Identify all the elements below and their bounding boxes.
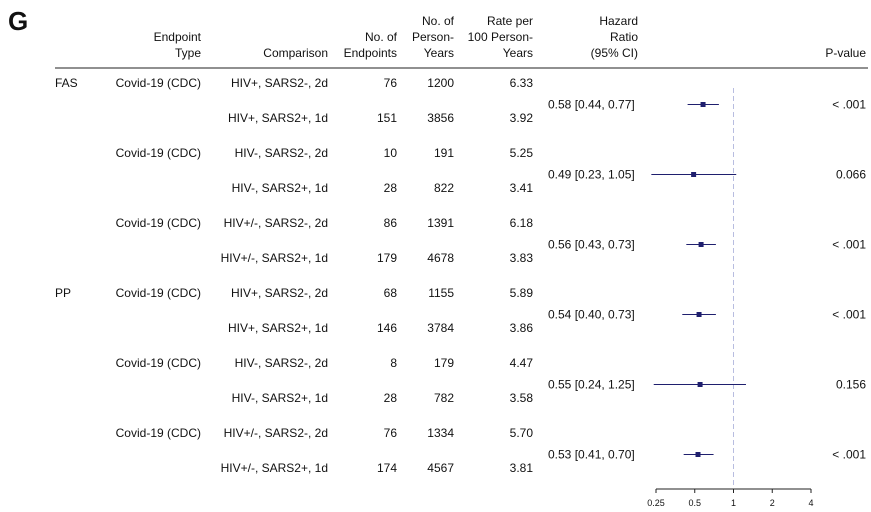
p-value-cell: 0.156 <box>836 378 866 392</box>
comparison-cell: HIV-, SARS2+, 1d <box>232 391 328 405</box>
rate-cell: 6.33 <box>510 76 534 90</box>
rate-cell: 3.86 <box>510 321 534 335</box>
endpoints-cell: 28 <box>384 181 398 195</box>
hazard-ratio-cell: 0.55 [0.24, 1.25] <box>548 378 635 392</box>
person-years-cell: 4567 <box>427 461 454 475</box>
comparison-cell: HIV-, SARS2-, 2d <box>235 356 328 370</box>
p-value-cell: 0.066 <box>836 168 866 182</box>
person-years-cell: 1334 <box>427 426 454 440</box>
header-comparison: Comparison <box>263 46 328 60</box>
comparison-cell: HIV-, SARS2-, 2d <box>235 146 328 160</box>
person-years-cell: 1391 <box>427 216 454 230</box>
header-endpoint-type: Endpoint <box>154 30 202 44</box>
rate-cell: 3.83 <box>510 251 534 265</box>
comparison-cell: HIV+, SARS2-, 2d <box>231 286 328 300</box>
comparison-cell: HIV+/-, SARS2-, 2d <box>224 216 328 230</box>
hazard-ratio-cell: 0.53 [0.41, 0.70] <box>548 448 635 462</box>
comparison-cell: HIV+, SARS2+, 1d <box>228 111 328 125</box>
x-tick-label: 2 <box>770 498 775 508</box>
header-hr: Hazard <box>599 14 638 28</box>
comparison-cell: HIV+, SARS2-, 2d <box>231 76 328 90</box>
comparison-cell: HIV-, SARS2+, 1d <box>232 181 328 195</box>
endpoints-cell: 179 <box>377 251 397 265</box>
comparison-cell: HIV+, SARS2+, 1d <box>228 321 328 335</box>
header-rate: Rate per <box>487 14 533 28</box>
header-person-years: Years <box>424 46 454 60</box>
rate-cell: 3.92 <box>510 111 534 125</box>
hazard-ratio-cell: 0.49 [0.23, 1.05] <box>548 168 635 182</box>
endpoints-cell: 174 <box>377 461 397 475</box>
person-years-cell: 4678 <box>427 251 454 265</box>
panel-label: G <box>8 6 28 36</box>
endpoints-cell: 8 <box>390 356 397 370</box>
endpoints-cell: 76 <box>384 76 398 90</box>
endpoint-type: Covid-19 (CDC) <box>116 356 201 370</box>
population-label: PP <box>55 286 71 300</box>
population-label: FAS <box>55 76 78 90</box>
hazard-ratio-cell: 0.56 [0.43, 0.73] <box>548 238 635 252</box>
endpoints-cell: 28 <box>384 391 398 405</box>
p-value-cell: < .001 <box>832 98 866 112</box>
header-rate: Years <box>503 46 533 60</box>
p-value-cell: < .001 <box>832 238 866 252</box>
comparison-cell: HIV+/-, SARS2+, 1d <box>221 251 328 265</box>
header-pvalue: P-value <box>825 46 866 60</box>
point-estimate <box>691 172 697 177</box>
rate-cell: 5.89 <box>510 286 534 300</box>
header-rate: 100 Person- <box>468 30 533 44</box>
endpoints-cell: 76 <box>384 426 398 440</box>
person-years-cell: 179 <box>434 356 454 370</box>
endpoint-type: Covid-19 (CDC) <box>116 76 201 90</box>
x-tick-label: 0.25 <box>647 498 665 508</box>
rate-cell: 5.70 <box>510 426 534 440</box>
comparison-cell: HIV+/-, SARS2-, 2d <box>224 426 328 440</box>
header-hr: (95% CI) <box>591 46 638 60</box>
x-tick-label: 1 <box>731 498 736 508</box>
person-years-cell: 1155 <box>428 286 454 300</box>
point-estimate <box>695 452 701 457</box>
rate-cell: 5.25 <box>510 146 534 160</box>
person-years-cell: 822 <box>434 181 454 195</box>
endpoints-cell: 86 <box>384 216 398 230</box>
p-value-cell: < .001 <box>832 448 866 462</box>
x-tick-label: 0.5 <box>688 498 701 508</box>
person-years-cell: 191 <box>434 146 454 160</box>
point-estimate <box>700 102 706 107</box>
endpoints-cell: 68 <box>384 286 398 300</box>
rate-cell: 6.18 <box>510 216 534 230</box>
person-years-cell: 782 <box>434 391 454 405</box>
header-endpoint-type: Type <box>175 46 201 60</box>
hazard-ratio-cell: 0.54 [0.40, 0.73] <box>548 308 635 322</box>
header-person-years: No. of <box>422 14 455 28</box>
comparison-cell: HIV+/-, SARS2+, 1d <box>221 461 328 475</box>
endpoint-type: Covid-19 (CDC) <box>116 426 201 440</box>
endpoints-cell: 151 <box>377 111 397 125</box>
endpoints-cell: 10 <box>384 146 398 160</box>
endpoint-type: Covid-19 (CDC) <box>116 146 201 160</box>
point-estimate <box>696 312 702 317</box>
hazard-ratio-cell: 0.58 [0.44, 0.77] <box>548 98 635 112</box>
endpoints-cell: 146 <box>377 321 397 335</box>
x-tick-label: 4 <box>808 498 813 508</box>
header-n-endpoints: No. of <box>365 30 398 44</box>
header-n-endpoints: Endpoints <box>344 46 397 60</box>
rate-cell: 3.58 <box>510 391 534 405</box>
rate-cell: 4.47 <box>510 356 534 370</box>
endpoint-type: Covid-19 (CDC) <box>116 286 201 300</box>
point-estimate <box>698 242 704 247</box>
point-estimate <box>697 382 703 387</box>
endpoint-type: Covid-19 (CDC) <box>116 216 201 230</box>
person-years-cell: 1200 <box>427 76 454 90</box>
rate-cell: 3.81 <box>510 461 534 475</box>
p-value-cell: < .001 <box>832 308 866 322</box>
rate-cell: 3.41 <box>510 181 534 195</box>
person-years-cell: 3856 <box>427 111 454 125</box>
person-years-cell: 3784 <box>427 321 454 335</box>
header-person-years: Person- <box>412 30 454 44</box>
header-hr: Ratio <box>610 30 638 44</box>
